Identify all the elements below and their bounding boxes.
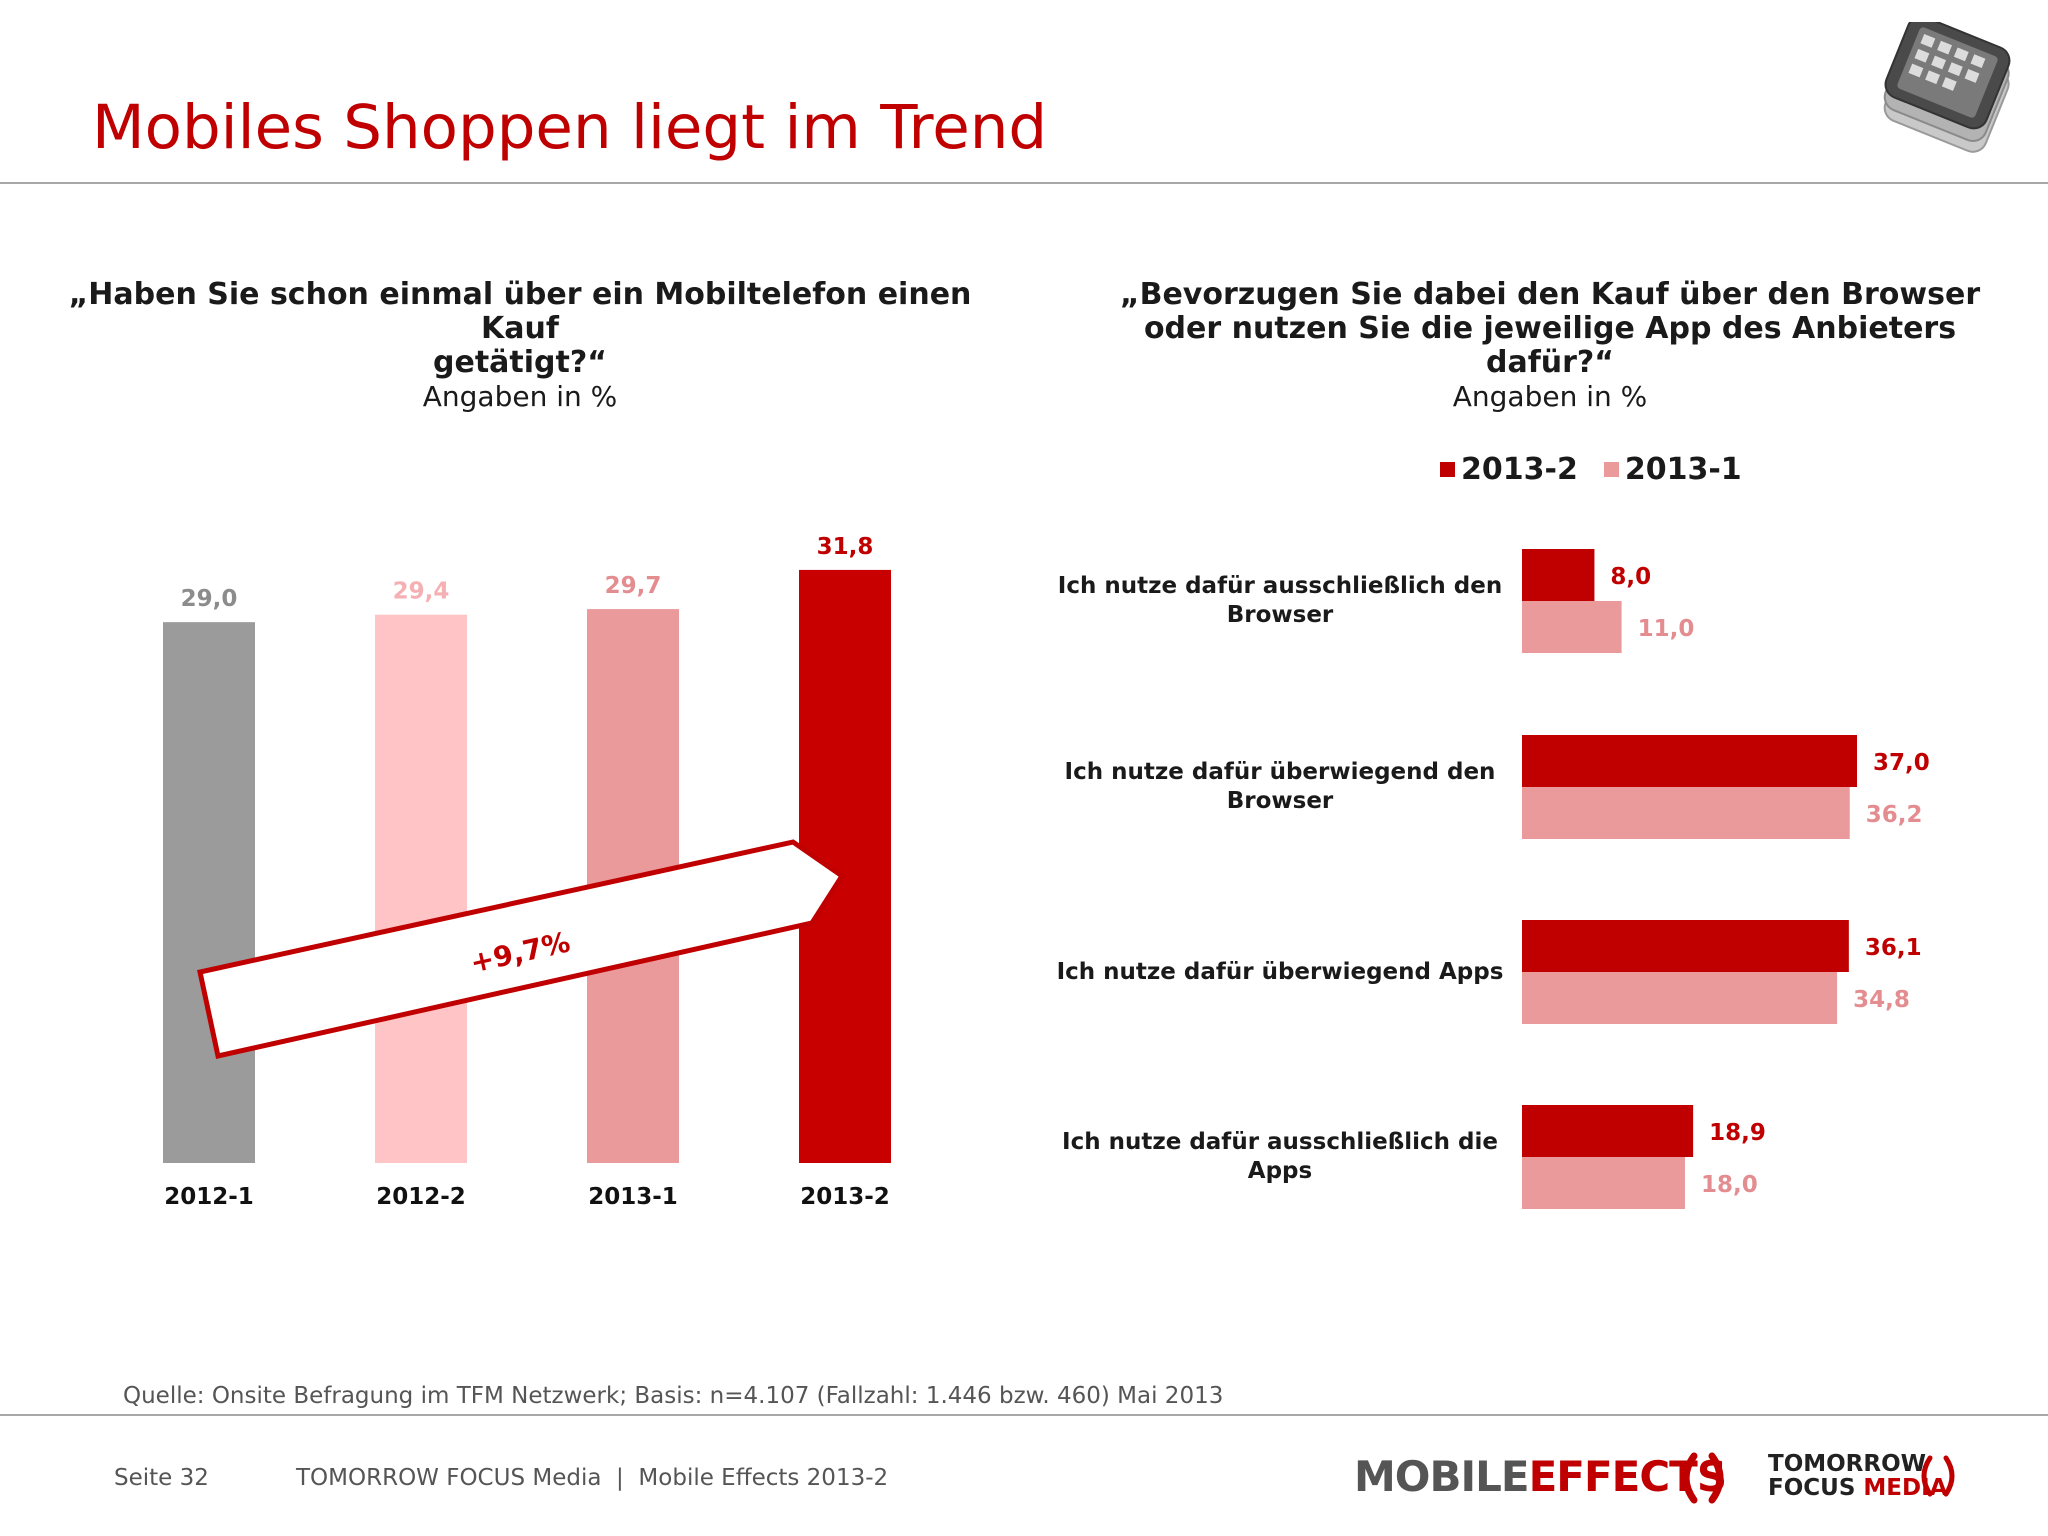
slide-title: Mobiles Shoppen liegt im Trend <box>92 92 1048 163</box>
value-label: 8,0 <box>1610 564 1651 590</box>
bar-2013-1 <box>1522 972 1838 1024</box>
smartphone-stack-icon <box>1883 22 2011 153</box>
value-label: 18,9 <box>1709 1120 1766 1146</box>
category-label: Ich nutze dafür überwiegend Apps <box>1056 958 1504 985</box>
footer-text: TOMORROW FOCUS Media | Mobile Effects 20… <box>296 1465 889 1491</box>
value-label: 37,0 <box>1873 750 1930 776</box>
purchase-column-chart: 29,0 2012-1 29,4 2012-2 29,7 2013-1 31,8 2013-2… <box>163 534 891 1210</box>
legend-label: 2013-2 <box>1461 452 1578 487</box>
bar-2013-2 <box>1522 549 1595 601</box>
value-label: 36,1 <box>1865 935 1922 961</box>
value-label: 34,8 <box>1853 987 1910 1013</box>
mobile-effects-bracket-icon <box>1682 1452 1724 1504</box>
browser-app-bar-chart: 8,0 11,0 37,0 36,2 36,1 34,8 18,9 18,0 <box>1522 549 1930 1209</box>
logo-focus-text: FOCUS <box>1768 1475 1856 1501</box>
bar-2012-1 <box>163 622 255 1163</box>
legend-item-2013-2: 2013-2 <box>1440 452 1578 487</box>
bar-2013-2 <box>1522 920 1849 972</box>
tomorrow-focus-logo: TOMORROW FOCUS MEDIA <box>1768 1452 1947 1500</box>
right-unit-note: Angaben in % <box>1452 380 1648 413</box>
value-label: 29,7 <box>605 573 662 599</box>
page-number: Seite 32 <box>114 1465 209 1491</box>
chart-legend: 2013-2 2013-1 <box>1440 452 1768 487</box>
right-question-line1: „Bevorzugen Sie dabei den Kauf über den … <box>1119 277 1981 312</box>
left-question: „Haben Sie schon einmal über ein Mobilte… <box>40 278 1000 414</box>
legend-swatch <box>1603 462 1619 477</box>
footer-rule <box>0 1414 2048 1416</box>
trend-arrow-icon <box>197 839 846 1059</box>
bar-2012-2 <box>375 614 467 1163</box>
category-label: Ich nutze dafür ausschließlich die Apps <box>1062 1129 1498 1184</box>
right-question-line2: oder nutzen Sie die jeweilige App des An… <box>1143 311 1957 346</box>
value-label: 11,0 <box>1638 616 1695 642</box>
legend-item-2013-1: 2013-1 <box>1603 452 1742 487</box>
value-label: 29,0 <box>181 586 238 612</box>
left-question-line1: „Haben Sie schon einmal über ein Mobilte… <box>68 277 972 346</box>
bar-2013-2 <box>1522 1105 1694 1157</box>
value-label: 29,4 <box>393 579 450 605</box>
left-question-line2: getätigt?“ <box>433 345 607 380</box>
value-label: 18,0 <box>1701 1172 1758 1198</box>
logo-media-text: MEDIA <box>1863 1475 1948 1501</box>
category-label: Ich nutze dafür ausschließlich den Browse… <box>1057 573 1503 628</box>
logo-tomorrow-text: TOMORROW <box>1768 1451 1927 1477</box>
legend-swatch <box>1440 462 1455 477</box>
value-label: 36,2 <box>1866 802 1923 828</box>
header-rule <box>0 182 2048 184</box>
tomorrow-focus-bracket-icon <box>1921 1455 1955 1497</box>
x-tick-label: 2012-2 <box>376 1184 466 1210</box>
category-label: Ich nutze dafür überwiegend den Browser <box>1064 759 1496 814</box>
source-note: Quelle: Onsite Befragung im TFM Netzwerk… <box>123 1383 1224 1409</box>
x-tick-label: 2013-1 <box>588 1184 678 1210</box>
x-tick-label: 2013-2 <box>800 1184 890 1210</box>
legend-label: 2013-1 <box>1624 452 1742 487</box>
bar-2013-1 <box>1522 787 1850 839</box>
right-question-line3: dafür?“ <box>1485 345 1615 380</box>
bar-2013-1 <box>1522 601 1622 653</box>
bar-2013-2 <box>1522 735 1857 787</box>
left-unit-note: Angaben in % <box>422 380 618 413</box>
mobile-effects-logo: MOBILEEFFECTS <box>1354 1452 1727 1501</box>
right-question: „Bevorzugen Sie dabei den Kauf über den … <box>1100 278 2000 414</box>
bar-2013-1 <box>1522 1157 1685 1209</box>
value-label: 31,8 <box>817 534 874 560</box>
x-tick-label: 2012-1 <box>164 1184 254 1210</box>
logo-mobile-text: MOBILE <box>1354 1452 1530 1501</box>
